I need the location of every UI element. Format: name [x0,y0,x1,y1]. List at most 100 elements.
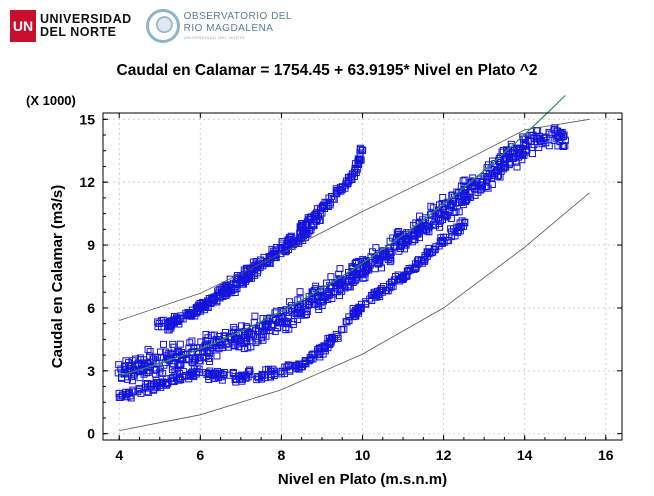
data-point [143,388,151,396]
data-point [512,144,520,152]
data-point [120,370,128,378]
data-point [298,308,306,316]
data-point [375,257,383,265]
data-point [386,247,394,255]
data-point [320,297,328,305]
data-point [146,348,154,356]
data-point [421,253,429,261]
observatory-name-line2: RIO MAGDALENA [183,23,274,34]
data-point [233,285,241,293]
fit-curves [119,95,590,431]
data-point [556,133,564,141]
data-point [230,323,238,331]
data-point [252,339,260,347]
data-point [318,302,326,310]
data-point [140,356,148,364]
data-point [550,126,558,134]
data-point [344,180,352,188]
data-point [387,283,395,291]
y-tick-label: 6 [87,300,95,316]
data-point [229,368,237,376]
y-axis-label: Caudal en Calamar (m3/s) [49,185,66,368]
data-point [326,341,334,349]
data-point [262,259,270,267]
data-point [174,316,182,324]
data-point [145,352,153,360]
data-point [346,283,354,291]
university-logo-mark: UN [10,10,36,42]
prediction-band-upper [119,118,590,321]
data-point [454,228,462,236]
data-point [387,249,395,257]
data-point [426,211,434,219]
observatory-emblem-icon [145,9,180,43]
data-point [332,189,340,197]
data-point [125,369,133,377]
data-point [241,335,249,343]
data-point [222,292,230,300]
fit-line [119,95,566,377]
data-point [238,371,246,379]
data-point [165,326,173,334]
data-point [211,370,219,378]
data-point [286,298,294,306]
x-tick-label: 8 [278,447,286,463]
data-point [186,371,194,379]
data-point [154,318,162,326]
data-point [115,361,123,369]
data-point [289,321,297,329]
data-point [128,377,136,385]
data-point [269,365,277,373]
data-point [277,313,285,321]
data-point [207,331,215,339]
y-tick-label: 15 [79,111,95,127]
data-point [554,142,562,150]
data-point [403,236,411,244]
y-tick-label: 3 [87,363,95,379]
data-point [342,318,350,326]
data-point [560,131,568,139]
data-point [143,379,151,387]
university-name-line1: UNIVERSIDAD [40,12,132,26]
data-point [165,319,173,327]
data-point [425,244,433,252]
data-point [535,144,543,152]
data-point [302,228,310,236]
data-point [424,224,432,232]
data-point [314,213,322,221]
data-point [487,165,495,173]
data-point [349,304,357,312]
data-point [278,367,286,375]
data-point [281,370,289,378]
data-point [302,230,310,238]
data-point [308,351,316,359]
data-point [349,309,357,317]
axis-ticks: 4 6 8 10 12 14 16 0 3 6 9 12 15 [79,111,622,463]
data-point [455,208,463,216]
data-point [188,337,196,345]
data-point [115,393,123,401]
data-point [420,226,428,234]
data-point [147,381,155,389]
scatter-points [114,124,569,402]
data-point [125,361,133,369]
x-tick-label: 16 [598,447,614,463]
data-point [271,327,279,335]
data-point [297,310,305,318]
data-point [221,328,229,336]
data-point [203,370,211,378]
data-point [374,291,382,299]
data-point [351,160,359,168]
data-point [352,276,360,284]
data-point [330,335,338,343]
data-point [160,340,168,348]
data-point [189,309,197,317]
data-point [295,234,303,242]
data-point [344,178,352,186]
data-point [462,186,470,194]
y-tick-label: 12 [79,174,95,190]
data-point [432,243,440,251]
data-point [179,373,187,381]
data-point [386,258,394,266]
data-point [175,362,183,370]
